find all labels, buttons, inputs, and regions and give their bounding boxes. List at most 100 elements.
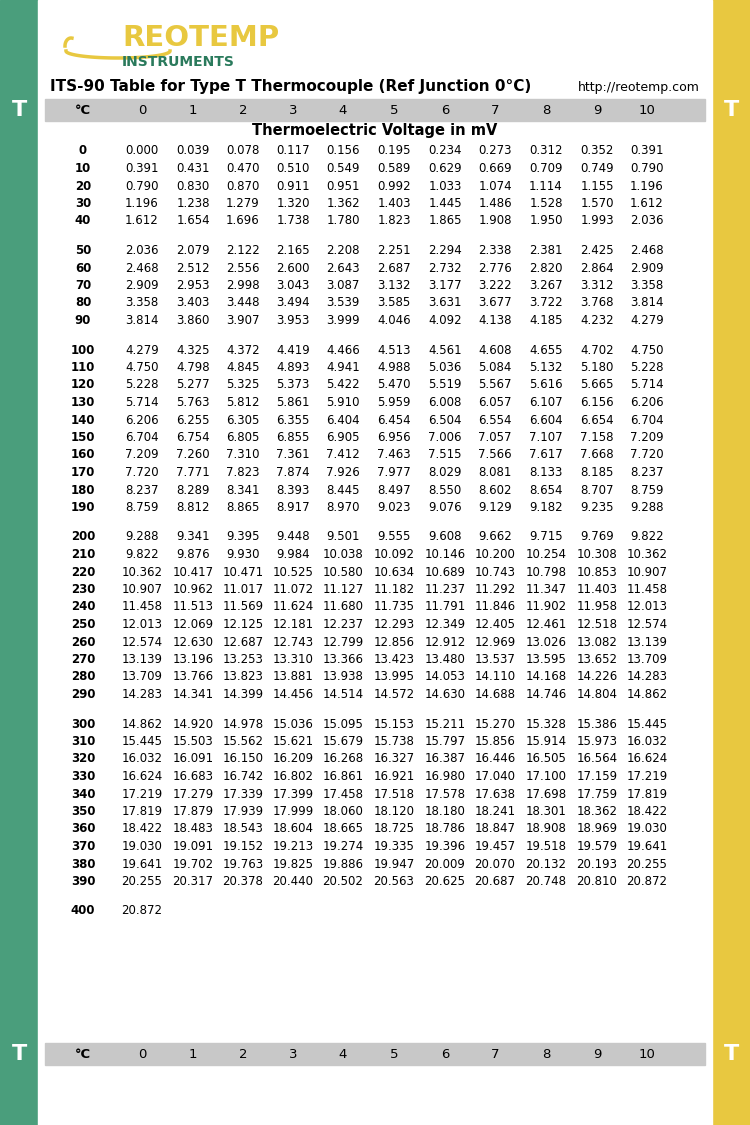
Text: 0.669: 0.669 bbox=[478, 162, 512, 176]
Text: 0: 0 bbox=[138, 1047, 146, 1061]
Text: 20.810: 20.810 bbox=[577, 875, 617, 888]
Text: 16.683: 16.683 bbox=[172, 770, 214, 783]
Text: 2.600: 2.600 bbox=[276, 261, 310, 274]
Text: ITS-90 Table for Type T Thermocouple (Ref Junction 0°C): ITS-90 Table for Type T Thermocouple (Re… bbox=[50, 80, 531, 94]
Text: 2.251: 2.251 bbox=[377, 244, 411, 256]
Text: 13.995: 13.995 bbox=[374, 670, 415, 684]
Text: 4.988: 4.988 bbox=[377, 361, 411, 374]
Text: 260: 260 bbox=[70, 636, 95, 648]
Text: 12.461: 12.461 bbox=[525, 618, 567, 631]
Text: 10.254: 10.254 bbox=[526, 548, 566, 561]
Text: 11.846: 11.846 bbox=[475, 601, 515, 613]
Text: 8.393: 8.393 bbox=[276, 484, 310, 496]
Text: 20.748: 20.748 bbox=[526, 875, 566, 888]
Text: T: T bbox=[11, 1044, 27, 1064]
Text: 2: 2 bbox=[238, 104, 248, 117]
Text: 20.687: 20.687 bbox=[475, 875, 515, 888]
Text: 4.750: 4.750 bbox=[630, 343, 664, 357]
Text: 1.993: 1.993 bbox=[580, 215, 614, 227]
Text: 4.845: 4.845 bbox=[226, 361, 260, 374]
Text: 5.180: 5.180 bbox=[580, 361, 614, 374]
Text: INSTRUMENTS: INSTRUMENTS bbox=[122, 55, 235, 69]
Text: 9.662: 9.662 bbox=[478, 531, 512, 543]
Text: 7: 7 bbox=[490, 104, 500, 117]
Text: 19.335: 19.335 bbox=[374, 840, 415, 853]
Text: 15.211: 15.211 bbox=[424, 718, 466, 730]
Text: 7.668: 7.668 bbox=[580, 449, 614, 461]
Text: 17.040: 17.040 bbox=[475, 770, 515, 783]
Text: 14.688: 14.688 bbox=[475, 688, 515, 701]
Text: 11.458: 11.458 bbox=[626, 583, 668, 596]
Text: 9.341: 9.341 bbox=[176, 531, 210, 543]
Text: 8.237: 8.237 bbox=[630, 466, 664, 479]
Text: 9.876: 9.876 bbox=[176, 548, 210, 561]
Text: 10.743: 10.743 bbox=[475, 566, 515, 578]
Text: 100: 100 bbox=[70, 343, 95, 357]
Text: 18.060: 18.060 bbox=[322, 806, 364, 818]
Text: 1.612: 1.612 bbox=[125, 215, 159, 227]
Bar bbox=[0, 0, 38, 1125]
Text: 16.624: 16.624 bbox=[626, 753, 668, 765]
Text: 11.958: 11.958 bbox=[577, 601, 617, 613]
Text: 13.480: 13.480 bbox=[424, 652, 466, 666]
Text: 10.580: 10.580 bbox=[322, 566, 363, 578]
Text: 5.910: 5.910 bbox=[326, 396, 360, 410]
Text: 6.206: 6.206 bbox=[125, 414, 159, 426]
Text: 8.497: 8.497 bbox=[377, 484, 411, 496]
Text: 20: 20 bbox=[75, 180, 92, 192]
Text: 12.069: 12.069 bbox=[172, 618, 214, 631]
Text: 20.563: 20.563 bbox=[374, 875, 415, 888]
Text: 16.150: 16.150 bbox=[223, 753, 263, 765]
Text: 2: 2 bbox=[238, 1047, 248, 1061]
Text: 1.362: 1.362 bbox=[326, 197, 360, 210]
Text: 1.696: 1.696 bbox=[226, 215, 260, 227]
Text: 8.602: 8.602 bbox=[478, 484, 512, 496]
Text: 17.939: 17.939 bbox=[223, 806, 263, 818]
Text: 0.312: 0.312 bbox=[530, 144, 562, 158]
Text: 7.617: 7.617 bbox=[530, 449, 562, 461]
Text: 10.962: 10.962 bbox=[172, 583, 214, 596]
Text: 18.422: 18.422 bbox=[626, 806, 668, 818]
Text: 6: 6 bbox=[441, 1047, 449, 1061]
Text: 4.419: 4.419 bbox=[276, 343, 310, 357]
Text: 19.947: 19.947 bbox=[374, 857, 415, 871]
Text: 14.226: 14.226 bbox=[576, 670, 618, 684]
Text: 14.456: 14.456 bbox=[272, 688, 314, 701]
Text: 12.125: 12.125 bbox=[223, 618, 263, 631]
Text: 8.812: 8.812 bbox=[176, 501, 210, 514]
Text: 4.608: 4.608 bbox=[478, 343, 512, 357]
Text: 18.725: 18.725 bbox=[374, 822, 415, 836]
Text: 15.386: 15.386 bbox=[577, 718, 617, 730]
Text: 3.448: 3.448 bbox=[226, 297, 260, 309]
Text: 9.023: 9.023 bbox=[377, 501, 411, 514]
Text: 4.279: 4.279 bbox=[125, 343, 159, 357]
Text: 7.107: 7.107 bbox=[530, 431, 562, 444]
Text: 3: 3 bbox=[289, 1047, 297, 1061]
Text: 2.909: 2.909 bbox=[630, 261, 664, 274]
Text: 7.158: 7.158 bbox=[580, 431, 614, 444]
Text: 15.153: 15.153 bbox=[374, 718, 415, 730]
Text: 5.422: 5.422 bbox=[326, 378, 360, 391]
Text: 6.554: 6.554 bbox=[478, 414, 512, 426]
Text: 4.798: 4.798 bbox=[176, 361, 210, 374]
Text: 11.624: 11.624 bbox=[272, 601, 314, 613]
Text: 220: 220 bbox=[70, 566, 95, 578]
Text: 13.082: 13.082 bbox=[577, 636, 617, 648]
Text: 370: 370 bbox=[70, 840, 95, 853]
Text: 12.013: 12.013 bbox=[626, 601, 668, 613]
Text: 13.253: 13.253 bbox=[223, 652, 263, 666]
Text: 3.999: 3.999 bbox=[326, 314, 360, 327]
Text: 10.308: 10.308 bbox=[577, 548, 617, 561]
Text: 5: 5 bbox=[390, 104, 398, 117]
Text: 1.403: 1.403 bbox=[377, 197, 411, 210]
Text: 290: 290 bbox=[70, 688, 95, 701]
Text: 3.267: 3.267 bbox=[530, 279, 562, 292]
Text: 11.680: 11.680 bbox=[322, 601, 364, 613]
Text: 16.091: 16.091 bbox=[172, 753, 214, 765]
Text: 11.127: 11.127 bbox=[322, 583, 364, 596]
Text: 2.909: 2.909 bbox=[125, 279, 159, 292]
Text: 7.823: 7.823 bbox=[226, 466, 260, 479]
Text: 5.228: 5.228 bbox=[630, 361, 664, 374]
Text: 6.008: 6.008 bbox=[428, 396, 462, 410]
Text: 6.404: 6.404 bbox=[326, 414, 360, 426]
